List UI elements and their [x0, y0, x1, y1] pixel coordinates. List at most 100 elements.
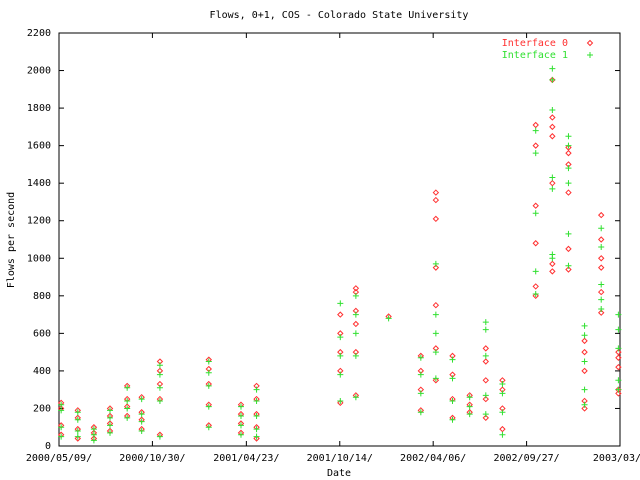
- point: [549, 251, 556, 258]
- point: [337, 334, 344, 341]
- point: [565, 133, 572, 140]
- legend-marker: [587, 52, 593, 58]
- point: [532, 292, 539, 300]
- point: [74, 416, 81, 423]
- point: [598, 211, 605, 219]
- point: [90, 426, 97, 433]
- point: [432, 311, 439, 318]
- point: [499, 381, 506, 388]
- point: [253, 412, 260, 419]
- point: [565, 149, 572, 157]
- point: [253, 435, 260, 442]
- point: [549, 260, 556, 268]
- y-tick-label: 0: [45, 441, 51, 452]
- point: [482, 414, 489, 422]
- point: [482, 345, 489, 352]
- point: [432, 375, 439, 382]
- point: [581, 367, 588, 375]
- point: [138, 396, 145, 403]
- y-tick-label: 800: [33, 291, 51, 302]
- x-tick-label: 2003/03/2: [593, 453, 640, 464]
- point: [615, 311, 622, 318]
- point: [352, 320, 360, 328]
- legend-label: Interface 1: [502, 50, 568, 61]
- point: [565, 262, 572, 269]
- point: [417, 371, 424, 378]
- point: [253, 386, 260, 393]
- point: [581, 322, 588, 329]
- point: [581, 332, 588, 339]
- y-tick-label: 400: [33, 366, 51, 377]
- point: [549, 185, 556, 192]
- point: [449, 397, 456, 404]
- point: [107, 407, 113, 414]
- x-tick-label: 2001/10/14/: [307, 453, 373, 464]
- point: [615, 386, 622, 393]
- legend-label: Interface 0: [502, 38, 568, 49]
- point: [499, 425, 506, 433]
- point: [565, 245, 572, 253]
- point: [549, 106, 556, 113]
- point: [598, 264, 605, 271]
- point: [532, 142, 539, 149]
- point: [352, 352, 359, 359]
- point: [107, 422, 113, 429]
- y-tick-label: 2000: [27, 66, 51, 77]
- point: [532, 121, 539, 129]
- point: [432, 264, 440, 271]
- y-tick-label: 1400: [27, 178, 51, 189]
- point: [205, 369, 212, 376]
- point: [499, 431, 506, 438]
- point: [124, 414, 131, 421]
- y-tick-label: 1200: [27, 216, 51, 227]
- point: [352, 394, 359, 401]
- point: [615, 354, 622, 361]
- point: [138, 411, 145, 418]
- x-tick-label: 2001/04/23/: [213, 453, 279, 464]
- point: [565, 180, 572, 187]
- point: [432, 215, 440, 223]
- point: [466, 394, 473, 401]
- point: [337, 371, 344, 378]
- point: [532, 283, 539, 290]
- point: [58, 401, 65, 408]
- point: [74, 433, 81, 440]
- point: [615, 348, 622, 356]
- point: [124, 397, 131, 404]
- point: [598, 236, 605, 243]
- point: [205, 424, 212, 431]
- point: [449, 356, 456, 363]
- point: [549, 268, 556, 275]
- point: [449, 375, 456, 382]
- point: [58, 407, 65, 414]
- point: [337, 397, 344, 404]
- point: [565, 165, 572, 172]
- point: [549, 114, 556, 121]
- point: [90, 431, 97, 438]
- point: [237, 412, 244, 419]
- point: [581, 358, 588, 365]
- point: [581, 337, 588, 345]
- point: [499, 390, 506, 397]
- point: [598, 281, 605, 288]
- point: [58, 433, 65, 440]
- point: [138, 418, 145, 425]
- x-tick-label: 2002/09/27/: [493, 453, 559, 464]
- point: [598, 309, 605, 316]
- point: [482, 352, 489, 359]
- point: [482, 411, 489, 418]
- point: [615, 377, 622, 384]
- point: [532, 268, 539, 275]
- point: [549, 65, 556, 72]
- point: [598, 288, 605, 296]
- x-axis-label: Date: [327, 468, 351, 479]
- point: [124, 384, 131, 391]
- point: [581, 386, 588, 393]
- point: [337, 300, 344, 307]
- point: [156, 371, 163, 378]
- point: [74, 409, 81, 416]
- point: [532, 127, 539, 134]
- point: [253, 433, 260, 440]
- point: [352, 311, 359, 318]
